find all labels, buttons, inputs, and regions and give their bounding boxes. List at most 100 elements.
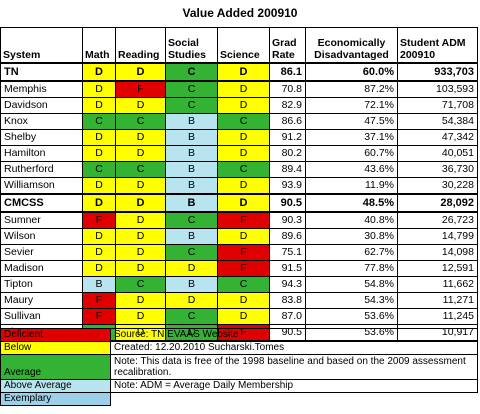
reading-grade-cell: D bbox=[115, 260, 166, 277]
reading-grade-cell: D bbox=[115, 308, 166, 325]
social-studies-grade-cell: B bbox=[165, 228, 218, 245]
reading-grade-cell: D bbox=[115, 62, 166, 82]
student-adm-cell: 28,092 bbox=[397, 193, 478, 213]
system-cell: Knox bbox=[0, 113, 83, 130]
table-row: Memphis D F C D 70.8 87.2% 103,593 bbox=[0, 80, 478, 98]
system-cell: Sullivan bbox=[0, 308, 83, 325]
student-adm-cell: 30,228 bbox=[397, 177, 478, 195]
science-grade-cell: F bbox=[217, 260, 270, 277]
math-grade-cell: D bbox=[82, 145, 116, 162]
legend-block: Deficient Source: TN EVAAS Website Below… bbox=[0, 328, 478, 406]
system-cell: CMCSS bbox=[0, 193, 83, 213]
social-studies-grade-cell: B bbox=[165, 113, 218, 130]
science-grade-cell: D bbox=[217, 228, 270, 245]
econ-disadvantaged-cell: 30.8% bbox=[305, 228, 398, 245]
math-grade-cell: D bbox=[82, 80, 116, 98]
legend-exemplary: Exemplary bbox=[0, 392, 111, 406]
math-grade-cell: D bbox=[82, 244, 116, 261]
system-cell: Madison bbox=[0, 260, 83, 277]
system-cell: Wilson bbox=[0, 228, 83, 245]
grad-rate-cell: 86.1 bbox=[269, 62, 306, 82]
social-studies-grade-cell: B bbox=[165, 129, 218, 146]
header-row: System Math Reading Social Studies Scien… bbox=[0, 27, 478, 64]
header-math: Math bbox=[82, 27, 116, 64]
science-grade-cell: D bbox=[217, 97, 270, 114]
table-row: Knox C C B C 86.6 47.5% 54,384 bbox=[0, 113, 478, 130]
system-cell: Rutherford bbox=[0, 161, 83, 178]
science-grade-cell: D bbox=[217, 80, 270, 98]
system-cell: Hamilton bbox=[0, 145, 83, 162]
system-cell: Sevier bbox=[0, 244, 83, 261]
science-grade-cell: F bbox=[217, 211, 270, 229]
social-studies-grade-cell: C bbox=[165, 244, 218, 261]
table-row: Madison D D D F 91.5 77.8% 12,591 bbox=[0, 260, 478, 277]
econ-disadvantaged-cell: 40.8% bbox=[305, 211, 398, 229]
header-grad-rate: Grad Rate bbox=[269, 27, 306, 64]
econ-disadvantaged-cell: 77.8% bbox=[305, 260, 398, 277]
system-cell: Davidson bbox=[0, 97, 83, 114]
student-adm-cell: 54,384 bbox=[397, 113, 478, 130]
math-grade-cell: F bbox=[82, 211, 116, 229]
science-grade-cell: D bbox=[217, 62, 270, 82]
reading-grade-cell: D bbox=[115, 292, 166, 309]
table-row: Sevier D D C F 75.1 62.7% 14,098 bbox=[0, 244, 478, 261]
grad-rate-cell: 90.5 bbox=[269, 193, 306, 213]
science-grade-cell: C bbox=[217, 276, 270, 293]
reading-grade-cell: D bbox=[115, 244, 166, 261]
table-row: Sumner F D C F 90.3 40.8% 26,723 bbox=[0, 211, 478, 229]
student-adm-cell: 14,098 bbox=[397, 244, 478, 261]
student-adm-cell: 26,723 bbox=[397, 211, 478, 229]
created-note: Created: 12.20.2010 Sucharski.Tomes bbox=[110, 341, 478, 355]
grad-rate-cell: 82.9 bbox=[269, 97, 306, 114]
system-cell: Memphis bbox=[0, 80, 83, 98]
table-row: Sullivan F D C D 87.0 53.6% 11,245 bbox=[0, 308, 478, 325]
social-studies-grade-cell: B bbox=[165, 177, 218, 195]
science-grade-cell: C bbox=[217, 113, 270, 130]
system-cell: Tipton bbox=[0, 276, 83, 293]
grad-rate-cell: 70.8 bbox=[269, 80, 306, 98]
header-economically-disadvantaged: Economically Disadvantaged bbox=[305, 27, 398, 64]
science-grade-cell: D bbox=[217, 193, 270, 213]
econ-disadvantaged-cell: 54.8% bbox=[305, 276, 398, 293]
table-row: Rutherford C C B C 89.4 43.6% 36,730 bbox=[0, 161, 478, 178]
grad-rate-cell: 75.1 bbox=[269, 244, 306, 261]
student-adm-cell: 12,591 bbox=[397, 260, 478, 277]
table-row: CMCSS D D B D 90.5 48.5% 28,092 bbox=[0, 193, 478, 213]
table-row: Hamilton D D B D 80.2 60.7% 40,051 bbox=[0, 145, 478, 162]
table-row: Davidson D D C D 82.9 72.1% 71,708 bbox=[0, 97, 478, 114]
math-grade-cell: F bbox=[82, 292, 116, 309]
header-social-studies: Social Studies bbox=[165, 27, 218, 64]
grad-rate-cell: 89.6 bbox=[269, 228, 306, 245]
header-student-adm: Student ADM 200910 bbox=[397, 27, 478, 64]
grad-rate-cell: 86.6 bbox=[269, 113, 306, 130]
math-grade-cell: C bbox=[82, 113, 116, 130]
grad-rate-cell: 89.4 bbox=[269, 161, 306, 178]
econ-disadvantaged-cell: 62.7% bbox=[305, 244, 398, 261]
econ-disadvantaged-cell: 48.5% bbox=[305, 193, 398, 213]
student-adm-cell: 40,051 bbox=[397, 145, 478, 162]
science-grade-cell: D bbox=[217, 308, 270, 325]
student-adm-cell: 933,703 bbox=[397, 62, 478, 82]
baseline-note: Note: This data is free of the 1998 base… bbox=[110, 354, 478, 380]
reading-grade-cell: D bbox=[115, 97, 166, 114]
econ-disadvantaged-cell: 43.6% bbox=[305, 161, 398, 178]
reading-grade-cell: D bbox=[115, 129, 166, 146]
reading-grade-cell: C bbox=[115, 161, 166, 178]
science-grade-cell: D bbox=[217, 177, 270, 195]
grad-rate-cell: 94.3 bbox=[269, 276, 306, 293]
reading-grade-cell: D bbox=[115, 177, 166, 195]
student-adm-cell: 47,342 bbox=[397, 129, 478, 146]
science-grade-cell: D bbox=[217, 129, 270, 146]
social-studies-grade-cell: C bbox=[165, 62, 218, 82]
econ-disadvantaged-cell: 87.2% bbox=[305, 80, 398, 98]
header-reading: Reading bbox=[115, 27, 166, 64]
legend-deficient: Deficient bbox=[0, 328, 111, 342]
table-row: Shelby D D B D 91.2 37.1% 47,342 bbox=[0, 129, 478, 146]
social-studies-grade-cell: B bbox=[165, 145, 218, 162]
reading-grade-cell: D bbox=[115, 211, 166, 229]
system-cell: Williamson bbox=[0, 177, 83, 195]
science-grade-cell: C bbox=[217, 161, 270, 178]
adm-note: Note: ADM = Average Daily Membership bbox=[110, 379, 478, 393]
math-grade-cell: D bbox=[82, 97, 116, 114]
value-added-table: System Math Reading Social Studies Scien… bbox=[0, 27, 478, 341]
